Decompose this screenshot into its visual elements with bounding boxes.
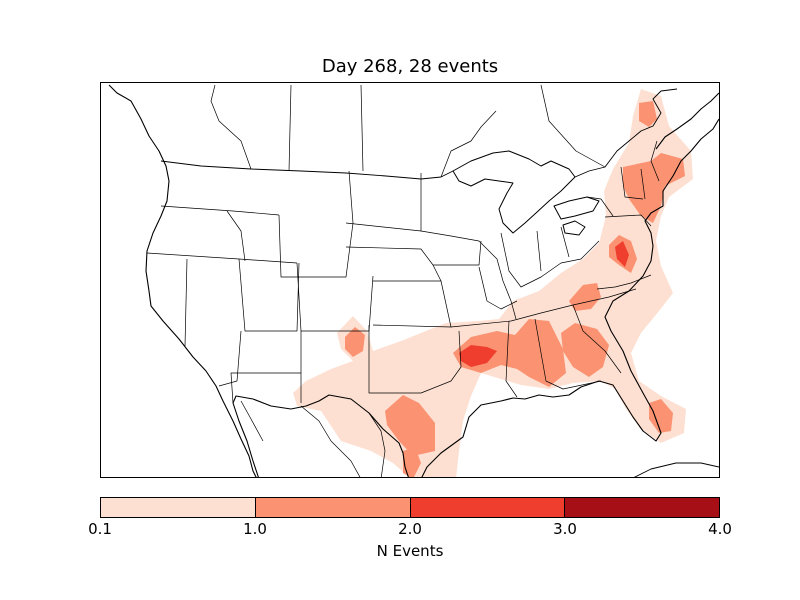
contour-florida (649, 399, 673, 433)
contour-arkansas-core (459, 345, 497, 367)
colorbar-segment-1 (101, 498, 256, 517)
contour-panhandle (345, 327, 365, 357)
colorbar-tick-label: 0.1 (88, 520, 112, 538)
contour-central-texas (385, 395, 435, 456)
colorbar-label: N Events (376, 542, 444, 560)
colorbar-segment-3 (410, 498, 566, 517)
contour-maine (639, 101, 657, 127)
map-svg (108, 84, 719, 477)
boundary-layer (108, 84, 719, 477)
contour-georgia (561, 323, 609, 377)
colorbar-segment-2 (255, 498, 411, 517)
colorbar (100, 497, 720, 518)
map-panel (100, 82, 720, 478)
province-lines (210, 84, 606, 477)
contour-virginia-core (615, 241, 629, 267)
colorbar-tick-label: 1.0 (243, 520, 267, 538)
event-density-layer (293, 89, 693, 477)
colorbar-tick-label: 3.0 (553, 520, 577, 538)
density-level-1 (293, 89, 693, 477)
contour-new-england (623, 153, 685, 223)
colorbar-tick-label: 4.0 (708, 520, 732, 538)
colorbar-segment-4 (565, 498, 719, 517)
canada-border (160, 88, 678, 180)
colorbar-tick-label: 2.0 (398, 520, 422, 538)
great-lakes (452, 150, 600, 236)
contour-south-texas (403, 447, 421, 477)
density-level-3 (459, 241, 629, 367)
coastline (108, 84, 719, 477)
state-lines (146, 140, 660, 404)
contour-northeast (293, 89, 693, 477)
map-title: Day 268, 28 events (321, 56, 499, 77)
cuba-coast (633, 462, 719, 477)
